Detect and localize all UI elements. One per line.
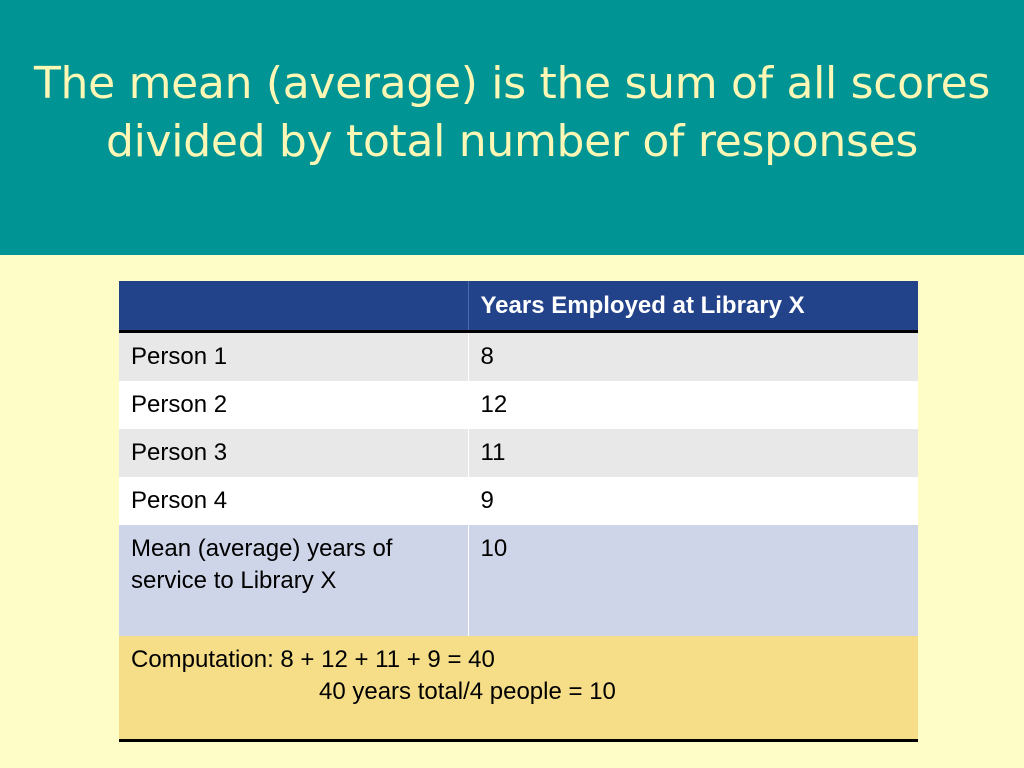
years-value: 11 [468,429,918,477]
person-label: Person 4 [119,477,469,525]
mean-value: 10 [468,525,918,636]
title-band: The mean (average) is the sum of all sco… [0,0,1024,255]
slide-title: The mean (average) is the sum of all sco… [33,57,991,167]
computation-row: Computation: 8 + 12 + 11 + 9 = 40 40 yea… [119,636,918,742]
computation-line-2: 40 years total/4 people = 10 [319,678,616,705]
person-label: Person 1 [119,331,469,381]
person-label: Person 3 [119,429,469,477]
table-row: Person 1 8 [119,331,918,381]
header-cell-blank [119,281,469,333]
table-row: Person 4 9 [119,477,918,525]
person-label: Person 2 [119,381,469,429]
years-value: 9 [468,477,918,525]
years-value: 8 [468,331,918,381]
table-row: Person 2 12 [119,381,918,429]
table-header-row: Years Employed at Library X [119,281,918,333]
computation-cell: Computation: 8 + 12 + 11 + 9 = 40 40 yea… [119,636,918,742]
mean-label: Mean (average) years of service to Libra… [119,525,469,636]
years-value: 12 [468,381,918,429]
table-row: Person 3 11 [119,429,918,477]
mean-row: Mean (average) years of service to Libra… [119,525,918,636]
data-table: Years Employed at Library X Person 1 8 P… [119,281,918,742]
computation-line-1: Computation: 8 + 12 + 11 + 9 = 40 [131,646,495,673]
header-cell-years: Years Employed at Library X [468,281,918,333]
